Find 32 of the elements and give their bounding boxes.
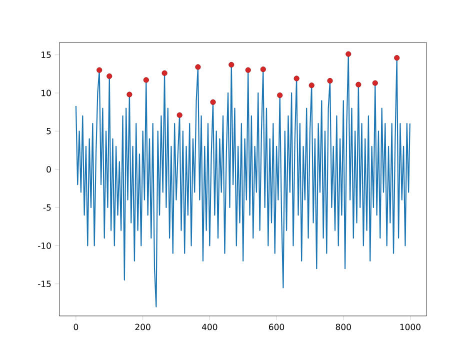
point — [394, 55, 400, 61]
x-tick-label: 800 — [336, 324, 351, 330]
point — [346, 51, 352, 57]
point — [372, 80, 378, 86]
x-tick-label: 600 — [269, 324, 284, 330]
y-tick-label: -5 — [43, 204, 51, 211]
x-tick-label: 0 — [74, 324, 78, 330]
point — [277, 92, 283, 98]
y-tick-label: 5 — [46, 128, 51, 134]
point — [294, 76, 300, 82]
point — [245, 67, 251, 73]
x-tick-label: 1000 — [400, 324, 420, 330]
point — [162, 70, 168, 76]
x-tick-label: 400 — [202, 324, 218, 330]
point — [260, 66, 266, 72]
point — [143, 77, 149, 83]
y-tick-label: 10 — [42, 90, 51, 96]
y-tick-label: 0 — [46, 166, 51, 173]
point — [228, 62, 234, 68]
point — [176, 112, 182, 118]
point — [327, 78, 333, 84]
point — [106, 73, 112, 79]
y-tick-label: -10 — [38, 242, 51, 249]
point — [195, 64, 201, 70]
x-tick-label: 200 — [135, 324, 150, 330]
y-tick-label: -15 — [38, 280, 51, 288]
point — [356, 82, 362, 88]
point — [126, 92, 132, 98]
point — [210, 99, 216, 105]
y-tick-label: 15 — [42, 52, 51, 58]
point — [96, 67, 102, 73]
point — [308, 82, 314, 88]
